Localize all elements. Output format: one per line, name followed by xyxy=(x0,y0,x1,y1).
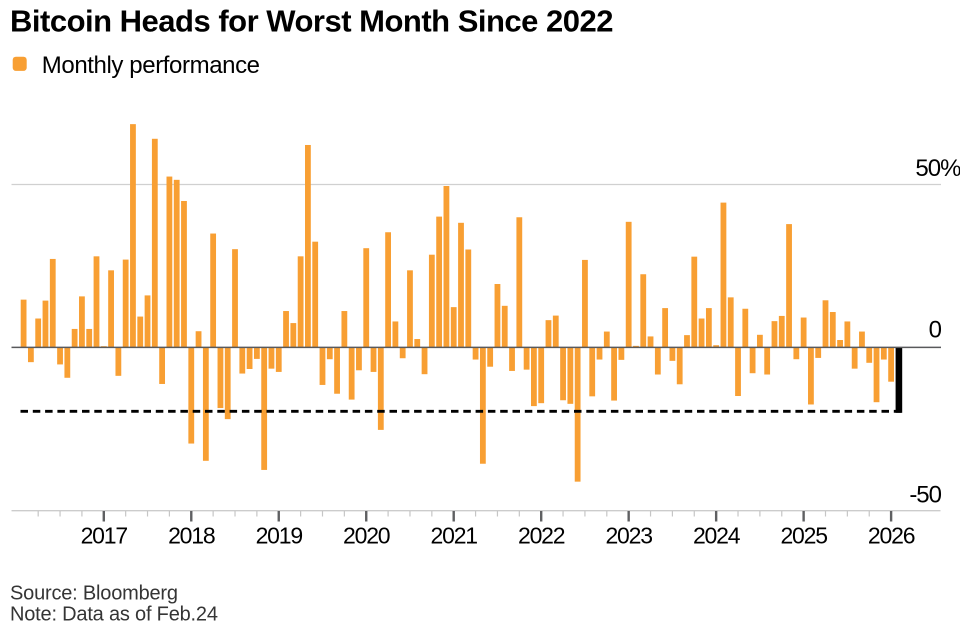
svg-text:2021: 2021 xyxy=(431,522,478,548)
svg-text:2017: 2017 xyxy=(81,522,128,548)
svg-text:Note: Data as of Feb.24: Note: Data as of Feb.24 xyxy=(10,604,218,626)
svg-text:Bitcoin Heads for Worst Month: Bitcoin Heads for Worst Month Since 2022 xyxy=(10,3,613,38)
svg-text:2026: 2026 xyxy=(868,522,915,548)
svg-text:0: 0 xyxy=(929,317,942,344)
svg-text:Source: Bloomberg: Source: Bloomberg xyxy=(10,583,178,605)
svg-text:50%: 50% xyxy=(915,155,960,182)
svg-text:-50: -50 xyxy=(909,482,941,509)
svg-text:2025: 2025 xyxy=(780,522,827,548)
svg-text:2023: 2023 xyxy=(605,522,652,548)
svg-text:2020: 2020 xyxy=(343,522,390,548)
svg-text:2024: 2024 xyxy=(693,522,741,548)
svg-text:Monthly performance: Monthly performance xyxy=(42,52,260,79)
svg-text:2018: 2018 xyxy=(168,522,215,548)
svg-text:2022: 2022 xyxy=(518,522,565,548)
svg-text:2019: 2019 xyxy=(256,522,303,548)
